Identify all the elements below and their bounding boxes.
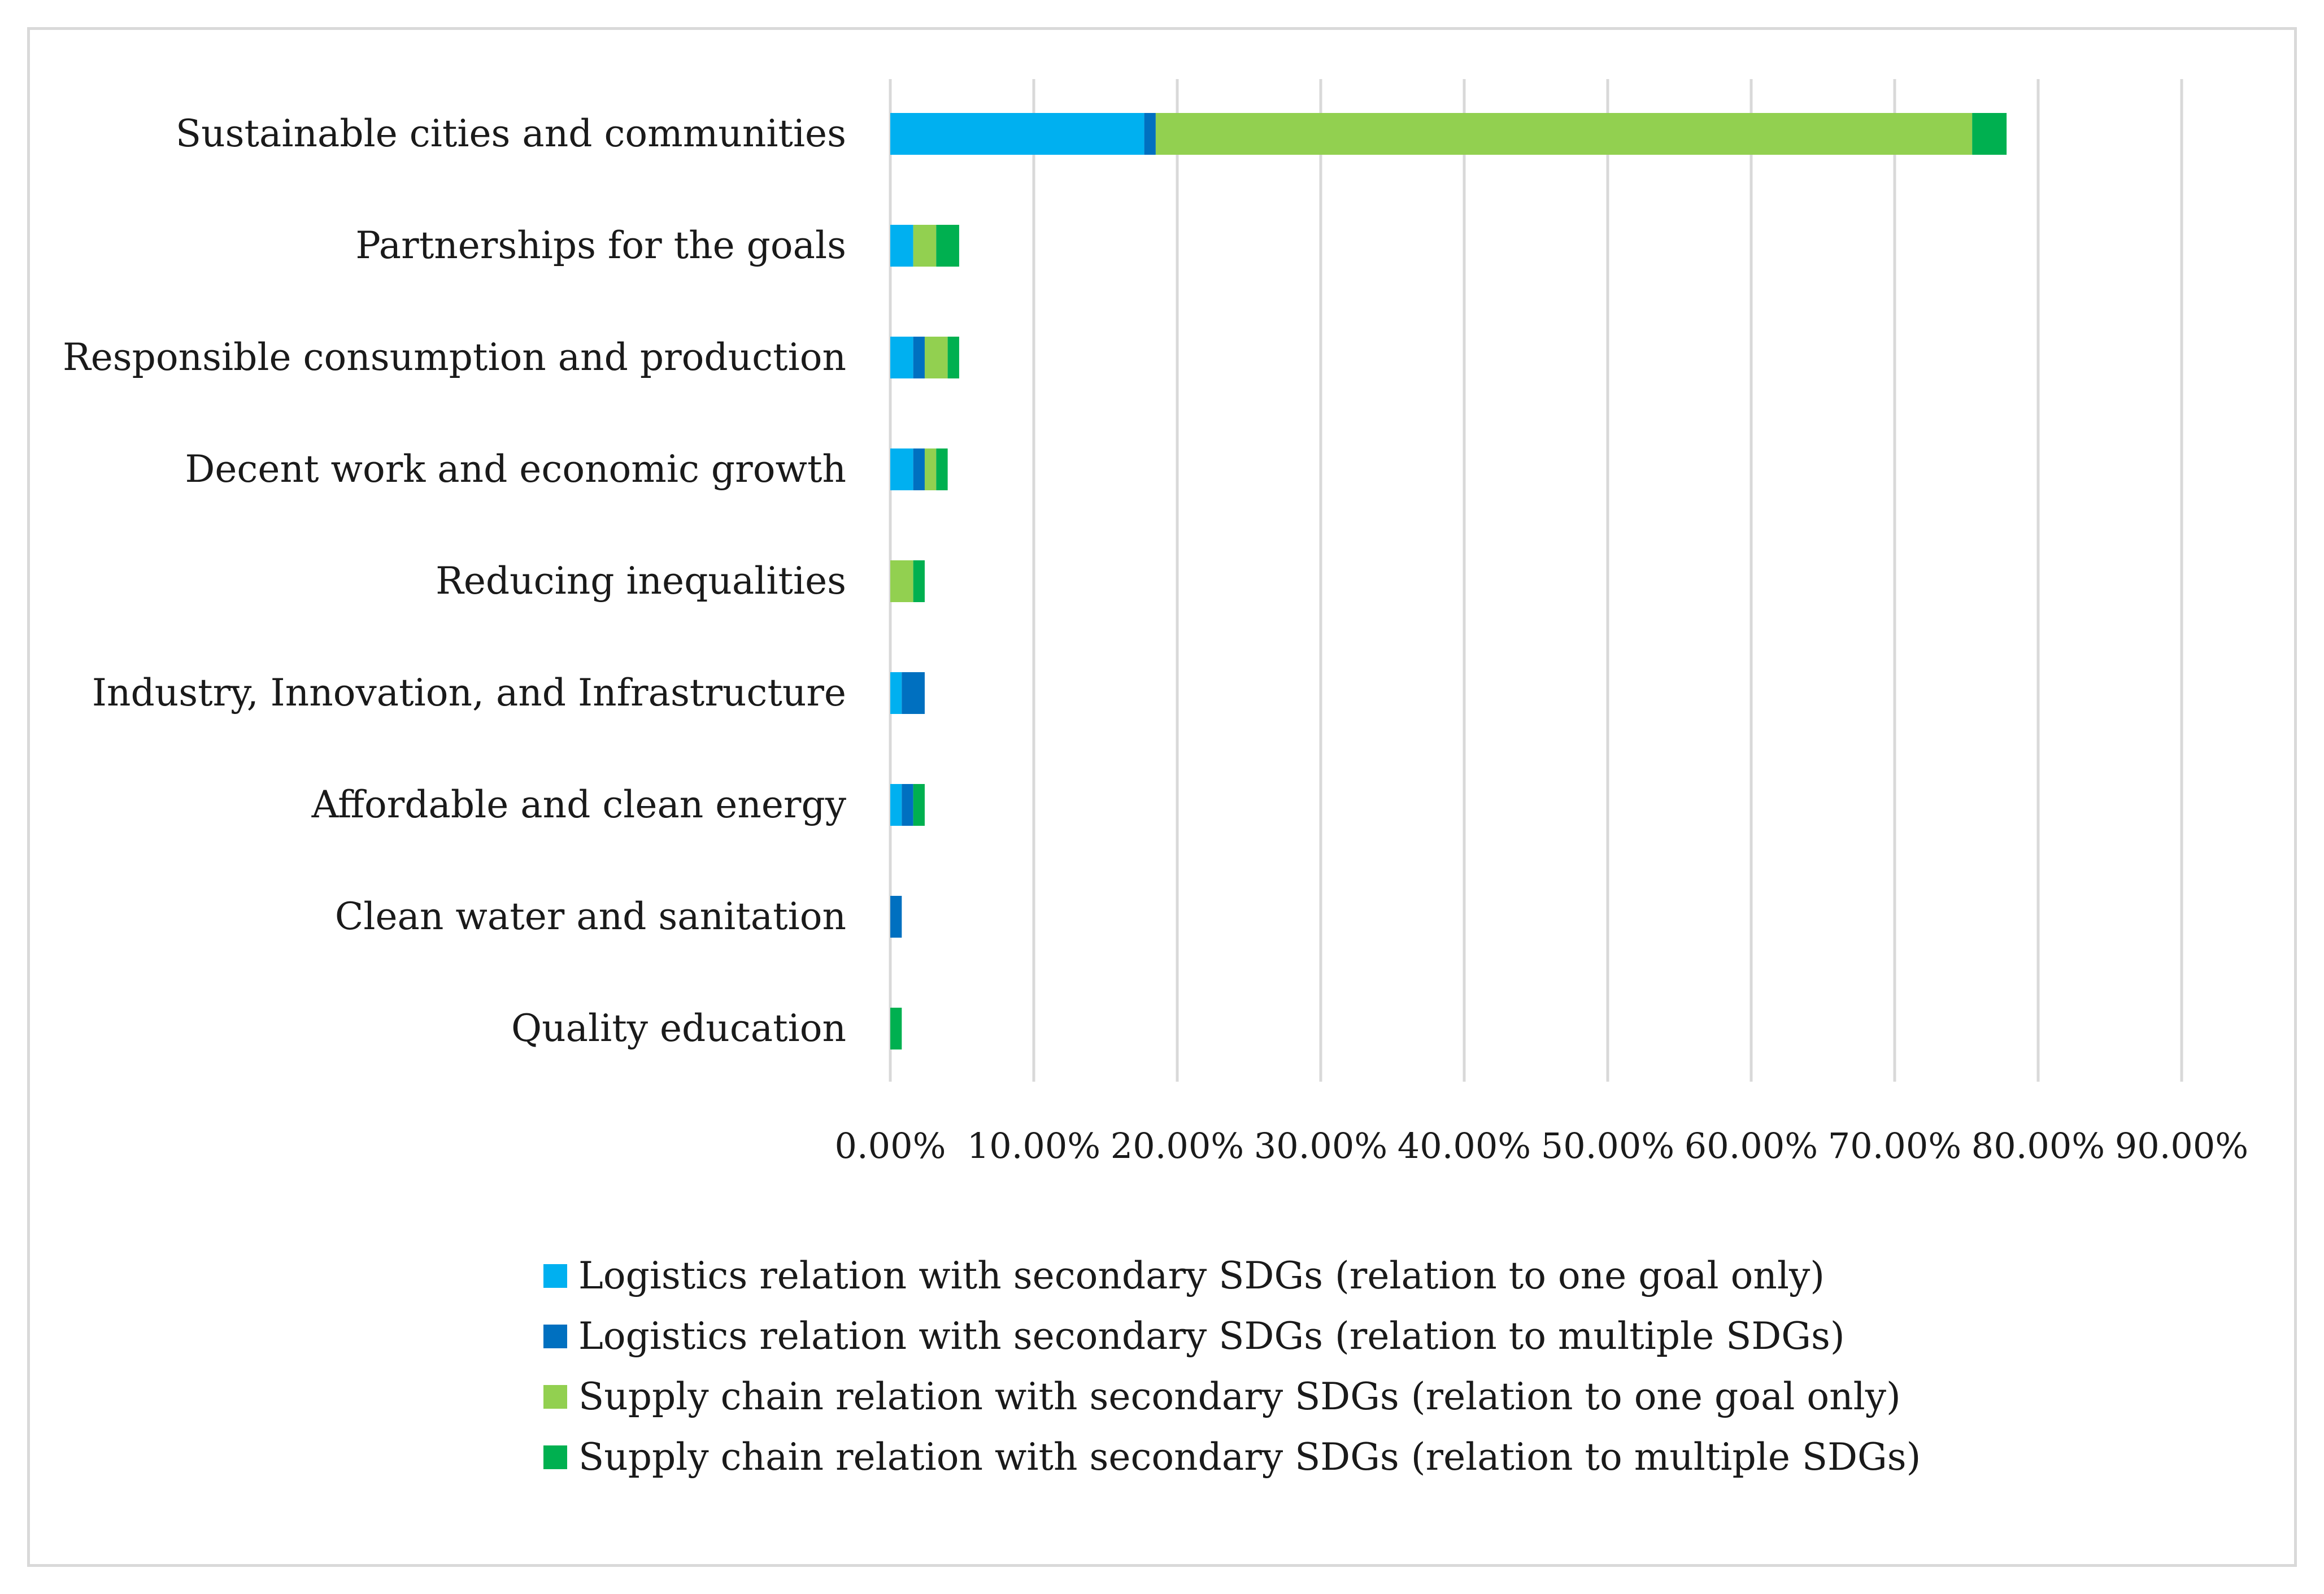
legend-item: Supply chain relation with secondary SDG… — [543, 1427, 1921, 1487]
bar-segment-series-3 — [1155, 113, 1973, 155]
category-label: Sustainable cities and communities — [176, 112, 846, 155]
bar-segment-series-2 — [1144, 113, 1156, 155]
bar-segment-series-2 — [902, 672, 925, 714]
x-tick-label: 60.00% — [1685, 1125, 1818, 1166]
x-tick-label: 20.00% — [1111, 1125, 1244, 1166]
bar-segment-series-2 — [902, 784, 913, 826]
category-label: Clean water and sanitation — [335, 895, 846, 938]
x-axis-tick-labels: 0.00% 10.00% 20.00% 30.00% 40.00% 50.00% 60.00… — [835, 1125, 2249, 1166]
x-tick-label: 50.00% — [1541, 1125, 1674, 1166]
bars — [890, 113, 2007, 1049]
legend-item: Supply chain relation with secondary SDG… — [543, 1366, 1921, 1427]
bar-segment-series-1 — [890, 113, 1144, 155]
category-label: Industry, Innovation, and Infrastructure — [92, 671, 846, 715]
legend-label: Supply chain relation with secondary SDG… — [578, 1435, 1921, 1479]
bar-segment-series-4 — [913, 560, 925, 602]
legend-label: Supply chain relation with secondary SDG… — [578, 1375, 1901, 1418]
category-label: Affordable and clean energy — [311, 783, 847, 826]
x-tick-label: 30.00% — [1254, 1125, 1387, 1166]
bar-segment-series-2 — [913, 448, 925, 490]
x-tick-label: 80.00% — [1972, 1125, 2105, 1166]
bar-segment-series-1 — [890, 672, 902, 714]
legend-swatch — [543, 1324, 567, 1348]
x-tick-label: 70.00% — [1828, 1125, 1961, 1166]
chart-frame — [27, 27, 2297, 1567]
bar-segment-series-2 — [890, 896, 902, 938]
legend-swatch — [543, 1445, 567, 1469]
category-label: Decent work and economic growth — [185, 447, 846, 491]
bar-segment-series-1 — [890, 448, 913, 490]
bar-segment-series-4 — [936, 448, 948, 490]
x-tick-label: 90.00% — [2115, 1125, 2248, 1166]
legend-swatch — [543, 1384, 567, 1409]
bar-segment-series-4 — [913, 784, 925, 826]
bar-segment-series-3 — [913, 225, 937, 267]
legend-label: Logistics relation with secondary SDGs (… — [578, 1314, 1845, 1358]
bar-segment-series-1 — [890, 784, 902, 826]
category-label: Reducing inequalities — [436, 559, 846, 603]
legend-item: Logistics relation with secondary SDGs (… — [543, 1306, 1921, 1366]
category-label: Partnerships for the goals — [355, 224, 846, 267]
bar-segment-series-4 — [890, 1008, 902, 1049]
x-tick-label: 0.00% — [835, 1125, 946, 1166]
legend: Logistics relation with secondary SDGs (… — [543, 1245, 1921, 1487]
x-tick-label: 40.00% — [1398, 1125, 1531, 1166]
bar-segment-series-3 — [924, 337, 948, 378]
legend-swatch — [543, 1264, 567, 1288]
bar-segment-series-3 — [924, 448, 937, 490]
category-label: Responsible consumption and production — [63, 336, 846, 379]
bar-segment-series-1 — [890, 225, 913, 267]
category-labels: Sustainable cities and communities Partne… — [63, 112, 847, 1050]
gridlines — [889, 79, 2183, 1082]
bar-segment-series-4 — [947, 337, 959, 378]
bar-segment-series-2 — [913, 337, 925, 378]
bar-segment-series-4 — [1972, 113, 2007, 155]
legend-item: Logistics relation with secondary SDGs (… — [543, 1245, 1921, 1306]
x-tick-label: 10.00% — [967, 1125, 1100, 1166]
bar-segment-series-3 — [890, 560, 913, 602]
bar-segment-series-1 — [890, 337, 913, 378]
bar-segment-series-4 — [936, 225, 959, 267]
legend-label: Logistics relation with secondary SDGs (… — [578, 1254, 1825, 1297]
category-label: Quality education — [511, 1007, 846, 1050]
